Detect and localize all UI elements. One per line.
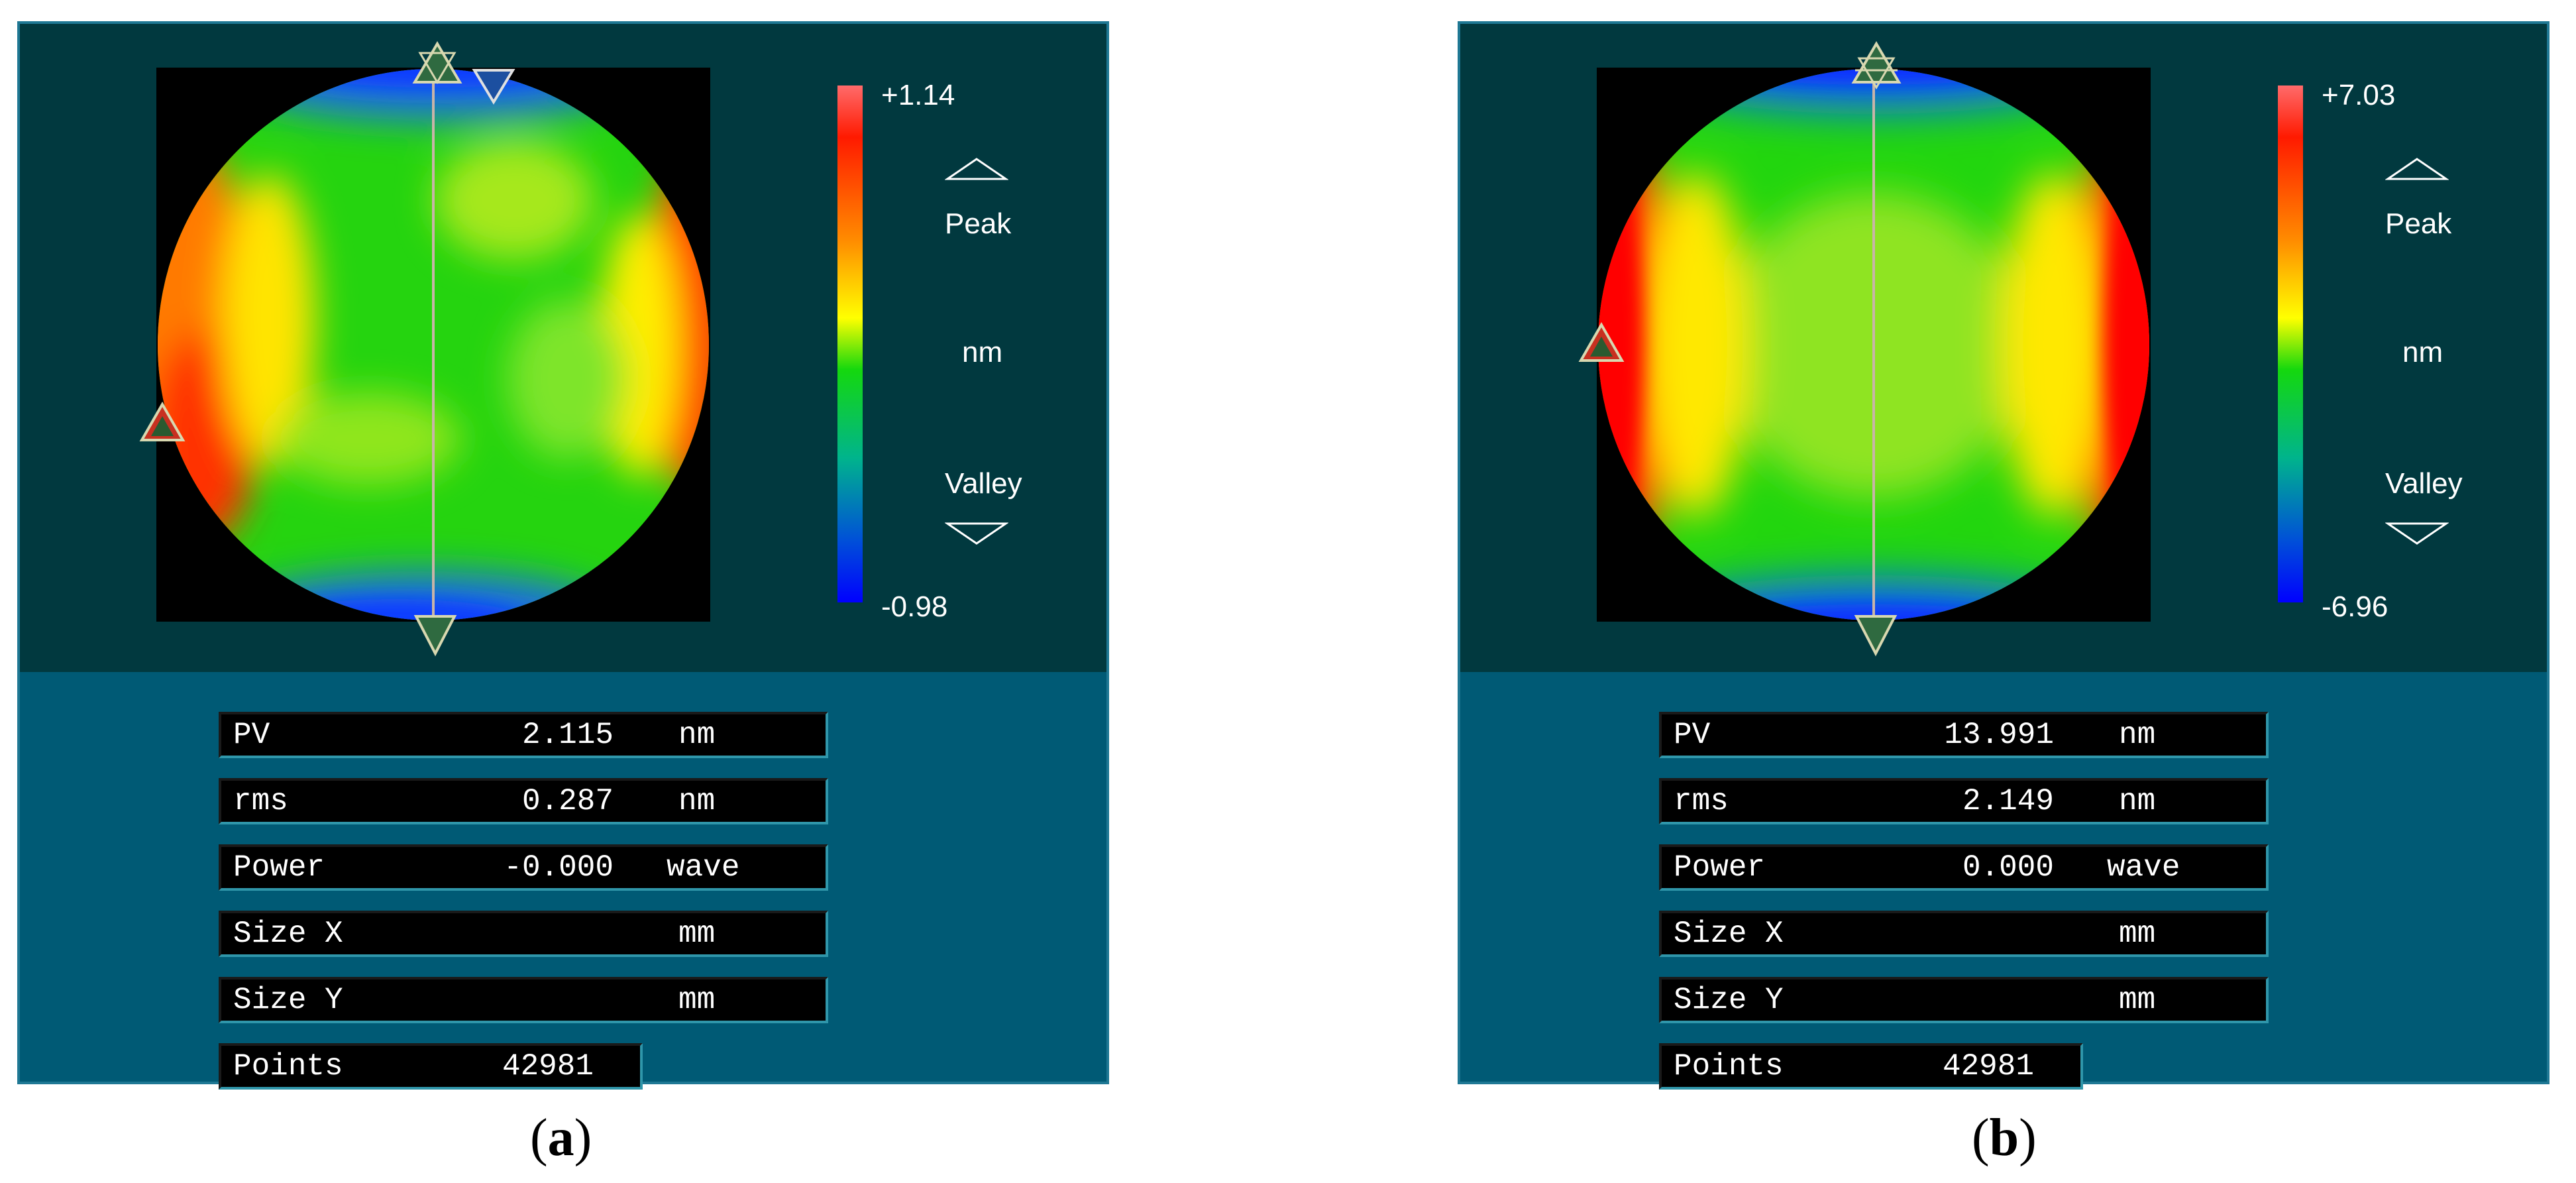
- stat-label: Points: [233, 1049, 343, 1084]
- stat-rms-field: rms 2.149 nm: [1659, 778, 2269, 824]
- stat-size-x-field: Size X mm: [1659, 911, 2269, 957]
- stat-unit: mm: [2119, 917, 2156, 951]
- profile-start-marker-icon[interactable]: [1852, 612, 1899, 659]
- stat-label: Points: [1674, 1049, 1784, 1084]
- profile-end-marker-icon[interactable]: [411, 41, 464, 87]
- interferometer-panel-a: +1.14 Peak nm Valley -0.98 PV 2.115 nm r…: [17, 21, 1109, 1090]
- caption-letter: b: [1989, 1109, 2019, 1167]
- surface-map-image: [1598, 68, 2149, 622]
- stat-label: Power: [1674, 850, 1766, 885]
- scale-max-value: +1.14: [881, 79, 955, 111]
- color-scale-bar: [837, 85, 863, 602]
- stat-value: 42981: [1942, 1049, 2034, 1084]
- scale-max-value: +7.03: [2322, 79, 2396, 111]
- interferometer-panel-b: +7.03 Peak nm Valley -6.96 PV 13.991 nm …: [1458, 21, 2549, 1090]
- stat-unit: wave: [2107, 850, 2180, 885]
- color-scale-bar: [2278, 85, 2303, 602]
- stat-value: 2.115: [521, 718, 614, 752]
- stat-points-field: Points 42981: [1659, 1043, 2083, 1090]
- stat-unit: nm: [678, 718, 716, 752]
- peak-arrow-icon[interactable]: [945, 156, 1008, 183]
- stat-unit: mm: [678, 983, 716, 1017]
- stat-size-x-field: Size X mm: [219, 911, 828, 957]
- scale-unit: nm: [962, 336, 1003, 368]
- stat-label: rms: [233, 784, 288, 818]
- stat-unit: mm: [2119, 983, 2156, 1017]
- surface-map[interactable]: [1597, 68, 2151, 622]
- stat-label: PV: [233, 718, 270, 752]
- statistics-area: PV 13.991 nm rms 2.149 nm Power 0.000 wa…: [1460, 672, 2547, 1090]
- peak-label: Peak: [2385, 207, 2452, 240]
- valley-label: Valley: [2385, 467, 2463, 500]
- peak-marker-icon: [1578, 322, 1625, 362]
- stat-label: Power: [233, 850, 325, 885]
- stat-label: Size X: [233, 917, 343, 951]
- scale-min-value: -0.98: [881, 591, 948, 623]
- stat-unit: nm: [2119, 784, 2156, 818]
- stat-rms-field: rms 0.287 nm: [219, 778, 828, 824]
- stat-value: 42981: [502, 1049, 594, 1084]
- stat-size-y-field: Size Y mm: [219, 977, 828, 1023]
- stat-unit: nm: [2119, 718, 2156, 752]
- stat-pv-field: PV 13.991 nm: [1659, 712, 2269, 758]
- profile-end-marker-icon[interactable]: [1850, 41, 1903, 94]
- valley-marker-icon: [472, 69, 515, 105]
- peak-label: Peak: [945, 207, 1012, 240]
- stat-label: PV: [1674, 718, 1711, 752]
- stat-value: 2.149: [1962, 784, 2054, 818]
- surface-map-image: [158, 68, 709, 622]
- stat-label: Size Y: [233, 983, 343, 1017]
- statistics-area: PV 2.115 nm rms 0.287 nm Power -0.000 wa…: [20, 672, 1106, 1090]
- stat-power-field: Power -0.000 wave: [219, 844, 828, 891]
- stat-points-field: Points 42981: [219, 1043, 643, 1090]
- stat-pv-field: PV 2.115 nm: [219, 712, 828, 758]
- caption-letter: a: [547, 1109, 574, 1167]
- scale-unit: nm: [2402, 336, 2443, 368]
- valley-arrow-icon[interactable]: [945, 520, 1008, 546]
- stat-value: -0.000: [504, 850, 614, 885]
- stat-label: Size X: [1674, 917, 1784, 951]
- caption-a: (a): [530, 1109, 592, 1167]
- caption-b: (b): [1972, 1109, 2037, 1167]
- stat-label: Size Y: [1674, 983, 1784, 1017]
- stat-size-y-field: Size Y mm: [1659, 977, 2269, 1023]
- stat-value: 0.287: [521, 784, 614, 818]
- stat-value: 13.991: [1944, 718, 2054, 752]
- valley-arrow-icon[interactable]: [2385, 520, 2449, 546]
- profile-start-marker-icon[interactable]: [412, 612, 458, 659]
- stat-unit: wave: [667, 850, 740, 885]
- scale-min-value: -6.96: [2322, 591, 2388, 623]
- peak-arrow-icon[interactable]: [2385, 156, 2449, 183]
- stat-unit: mm: [678, 917, 716, 951]
- stat-power-field: Power 0.000 wave: [1659, 844, 2269, 891]
- surface-map-area: +7.03 Peak nm Valley -6.96: [1460, 24, 2547, 672]
- surface-map-area: +1.14 Peak nm Valley -0.98: [20, 24, 1106, 672]
- valley-label: Valley: [945, 467, 1022, 500]
- stat-value: 0.000: [1962, 850, 2054, 885]
- surface-map[interactable]: [156, 68, 710, 622]
- stat-label: rms: [1674, 784, 1729, 818]
- peak-marker-icon: [139, 402, 186, 441]
- stat-unit: nm: [678, 784, 716, 818]
